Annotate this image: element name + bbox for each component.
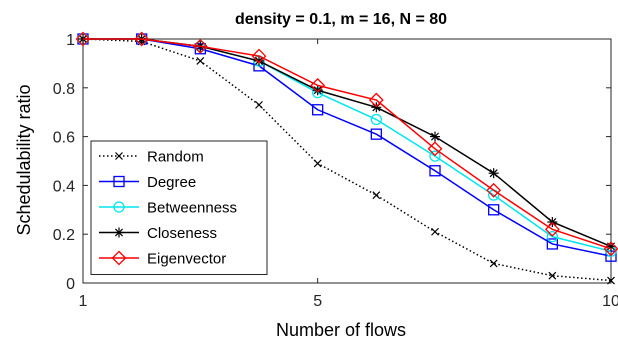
data-point-closeness [254, 55, 264, 66]
data-point-random [548, 271, 557, 280]
data-point-degree [370, 128, 382, 140]
data-point-random [255, 100, 263, 109]
data-point-degree [488, 204, 500, 216]
legend-marker-betweenness [113, 201, 125, 213]
y-tick-label: 0.4 [53, 178, 75, 195]
y-tick-label: 1 [66, 32, 75, 49]
series-line-eigenvector [83, 38, 612, 250]
x-tick-label: 10 [602, 293, 618, 310]
legend-marker-random [115, 152, 123, 160]
legend: Random Degree Betweenness Closeness Eigenvec… [90, 140, 268, 275]
data-point-closeness [430, 131, 440, 142]
x-tick-label: 1 [79, 293, 88, 310]
legend-marker-closeness [114, 227, 124, 238]
data-point-betweenness [429, 150, 441, 162]
legend-marker-eigenvector [111, 250, 127, 266]
y-tick-label: 0.6 [53, 130, 75, 147]
data-point-eigenvector [192, 38, 208, 54]
data-point-random [372, 191, 381, 200]
y-tick-label: 0.8 [53, 81, 75, 98]
legend-marker-degree [113, 175, 125, 188]
data-point-degree [429, 165, 441, 177]
data-point-betweenness [370, 113, 382, 126]
data-point-eigenvector [251, 48, 267, 64]
legend-label-eigenvector: Eigenvector [147, 251, 226, 268]
data-point-eigenvector [486, 182, 502, 198]
x-axis-label: Number of flows [276, 320, 406, 340]
axes-box [82, 38, 612, 284]
data-point-random [313, 159, 322, 168]
data-point-random [489, 259, 498, 268]
data-point-betweenness [546, 230, 558, 243]
chart-title: density = 0.1, m = 16, N = 80 [235, 11, 447, 28]
data-point-random [196, 57, 205, 65]
data-point-eigenvector [427, 141, 443, 157]
data-point-eigenvector [75, 31, 91, 47]
series-line-random [82, 38, 612, 282]
legend-label-random: Random [147, 149, 204, 166]
y-tick-label: 0 [66, 276, 75, 293]
legend-label-degree: Degree [147, 174, 196, 191]
data-point-closeness [312, 85, 323, 96]
data-point-degree [546, 238, 558, 250]
data-point-closeness [488, 168, 499, 179]
data-point-eigenvector [134, 31, 150, 47]
data-point-eigenvector [310, 77, 326, 93]
y-tick-label: 0.2 [53, 227, 75, 244]
data-point-degree [312, 104, 324, 116]
data-point-eigenvector [544, 221, 560, 237]
legend-label-betweenness: Betweenness [147, 200, 237, 217]
data-point-eigenvector [603, 241, 618, 257]
x-tick-label: 5 [313, 293, 322, 310]
data-point-eigenvector [368, 92, 384, 108]
data-point-random [607, 276, 615, 285]
y-axis-label: Schedulability ratio [14, 84, 34, 235]
data-point-random [431, 227, 439, 236]
legend-label-closeness: Closeness [147, 225, 217, 242]
series-line-degree [83, 38, 612, 257]
plot-area: 1 5 10 0 0.2 0.4 0.6 0.8 1 [53, 31, 618, 310]
